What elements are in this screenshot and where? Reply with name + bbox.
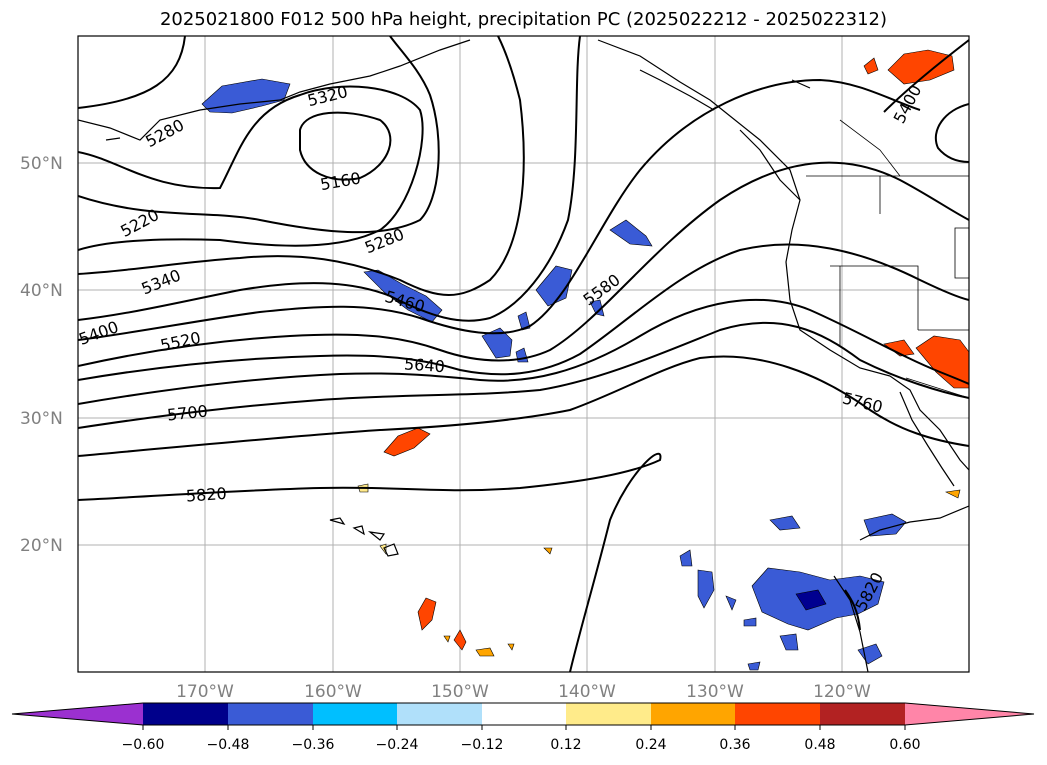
precip-patch	[507, 643, 515, 651]
colorbar-extend-left	[12, 703, 143, 725]
precip-patch	[517, 311, 531, 331]
lon-tick-labels: 170°W 160°W 150°W 140°W 130°W 120°W	[176, 682, 871, 702]
contour-5340	[78, 36, 525, 296]
colorbar-segment	[313, 703, 397, 725]
precip-patch	[743, 617, 757, 627]
contour-label: 5700	[166, 401, 208, 424]
contour-5340b	[883, 39, 969, 113]
precip-patch	[589, 299, 605, 317]
contour-5280b	[78, 36, 186, 109]
height-contours	[78, 36, 969, 672]
colorbar-tick-label: 0.12	[550, 737, 581, 753]
colorbar-segment	[820, 703, 905, 725]
precip-patch	[915, 335, 969, 389]
colorbar-tick-label: 0.60	[889, 737, 920, 753]
contour-5580	[78, 243, 969, 381]
precip-patch	[725, 595, 737, 611]
lon-tick-label: 120°W	[813, 682, 871, 702]
contour-label: 5820	[185, 484, 227, 506]
contour-5280	[78, 36, 440, 234]
precip-patch	[481, 327, 513, 359]
lat-tick-label: 40°N	[20, 281, 63, 301]
precip-patch	[697, 569, 715, 609]
precip-negative-patches	[201, 78, 907, 671]
precip-patch	[609, 219, 653, 247]
lon-tick-label: 160°W	[304, 682, 362, 702]
precip-patch	[417, 597, 437, 631]
borders	[806, 119, 969, 399]
contour-label: 5640	[404, 354, 446, 376]
colorbar-segment	[397, 703, 482, 725]
contour-5400b	[934, 103, 969, 163]
colorbar: −0.60 −0.48 −0.36 −0.24 −0.12 0.12 0.24 …	[11, 702, 1035, 753]
colorbar-tick-label: 0.24	[635, 737, 666, 753]
precip-patch	[779, 633, 799, 651]
lon-tick-label: 150°W	[431, 682, 489, 702]
precip-patch	[201, 78, 291, 114]
contour-5760	[78, 355, 969, 457]
colorbar-tick-label: −0.48	[207, 737, 250, 753]
colorbar-tick-label: −0.12	[461, 737, 504, 753]
lat-tick-label: 50°N	[20, 154, 63, 174]
precip-patch	[945, 489, 961, 499]
colorbar-tick-label: −0.24	[376, 737, 419, 753]
colorbar-segment	[143, 703, 228, 725]
map-frame	[77, 35, 970, 673]
colorbar-segment	[228, 703, 313, 725]
precip-patch	[543, 547, 553, 555]
precip-patch	[475, 647, 495, 657]
precip-patch	[453, 629, 467, 651]
colorbar-segment	[651, 703, 735, 725]
contour-5820b	[844, 589, 861, 631]
precip-patch	[863, 513, 907, 537]
contour-5520	[78, 161, 969, 367]
lon-tick-label: 170°W	[176, 682, 234, 702]
contour-5700	[78, 321, 969, 429]
precip-patch	[383, 427, 431, 457]
contour-5400	[78, 36, 581, 322]
contour-5640	[78, 298, 969, 405]
colorbar-tick-label: 0.36	[719, 737, 750, 753]
colorbar-tick-label: −0.36	[292, 737, 335, 753]
lon-tick-label: 140°W	[558, 682, 616, 702]
colorbar-tick-label: 0.48	[804, 737, 835, 753]
precip-patch	[795, 589, 827, 611]
contour-5160	[299, 111, 392, 181]
precip-patch	[863, 57, 879, 75]
colorbar-tick-label: −0.60	[122, 737, 165, 753]
contour-5460	[78, 78, 921, 341]
coastlines	[78, 39, 969, 672]
precip-patch	[887, 49, 955, 85]
precip-patch	[443, 635, 451, 643]
page-title: 2025021800 F012 500 hPa height, precipit…	[159, 9, 888, 30]
colorbar-extend-right	[905, 703, 1034, 725]
precip-patch	[379, 543, 387, 555]
contour-5220	[78, 85, 424, 251]
lon-tick-label: 130°W	[686, 682, 744, 702]
precip-patch	[679, 549, 693, 567]
contour-5820	[78, 452, 662, 672]
lat-tick-label: 20°N	[20, 536, 63, 556]
colorbar-segment	[735, 703, 820, 725]
colorbar-segment	[566, 703, 651, 725]
colorbar-segment	[482, 703, 566, 725]
precip-patch	[747, 661, 761, 671]
precip-positive-patches	[357, 49, 969, 657]
lat-tick-label: 30°N	[20, 409, 63, 429]
precip-patch	[769, 515, 801, 531]
lat-tick-labels: 50°N 40°N 30°N 20°N	[20, 154, 63, 556]
